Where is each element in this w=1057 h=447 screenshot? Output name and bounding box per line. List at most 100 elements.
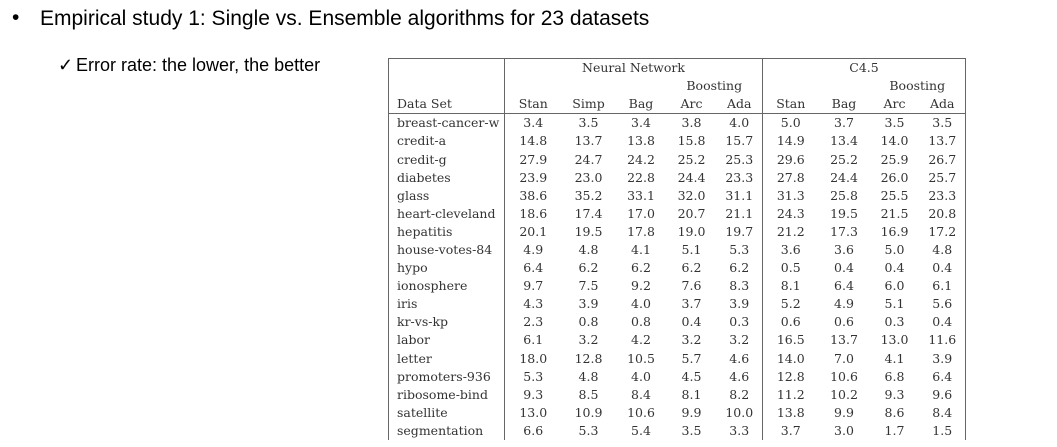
- c45-error-cell: 3.5: [884, 115, 905, 131]
- nn-error-cell: 13.8: [627, 133, 655, 149]
- nn-error-cell: 8.1: [681, 386, 702, 402]
- bullet-icon: •: [12, 6, 20, 29]
- nn-error-cell: 3.2: [681, 332, 702, 348]
- c45-error-cell: 27.8: [762, 168, 819, 187]
- sub-point: Error rate: the lower, the better: [76, 55, 321, 75]
- nn-error-cell: 12.8: [574, 350, 603, 366]
- c45-error-cell: 5.6: [932, 296, 953, 312]
- nn-error-cell: 9.2: [631, 278, 651, 294]
- column-header-nn-arc: Arc: [666, 95, 717, 115]
- c45-error-cell: 5.0: [762, 113, 819, 133]
- dataset-name: house-votes-84: [397, 241, 493, 257]
- nn-error-cell: 17.0: [627, 205, 655, 221]
- nn-error-cell: 20.1: [504, 222, 562, 241]
- nn-error-cell: 0.4: [681, 314, 702, 330]
- nn-error-cell: 18.6: [504, 204, 562, 223]
- c45-error-cell: 0.4: [932, 260, 953, 276]
- c45-error-cell: 26.7: [928, 151, 957, 167]
- nn-error-cell: 31.1: [725, 187, 754, 203]
- c45-error-cell: 0.4: [884, 260, 905, 276]
- c45-error-cell: 24.3: [762, 204, 819, 223]
- c45-error-cell: 4.1: [884, 350, 905, 366]
- nn-error-cell: 4.5: [681, 368, 702, 384]
- nn-error-cell: 8.5: [578, 386, 599, 402]
- c45-error-cell: 23.3: [928, 187, 957, 203]
- c45-error-cell: 0.4: [834, 260, 854, 276]
- nn-error-cell: 0.8: [631, 314, 651, 330]
- table-row: hypo 6.4 6.2 6.2 6.2 6.2 0.5 0.4 0.4 0.4: [389, 259, 966, 278]
- nn-error-cell: 33.1: [627, 187, 655, 203]
- table-row: letter 18.0 12.8 10.5 5.7 4.6 14.0 7.0 4.1 3.9: [389, 349, 966, 368]
- dataset-name: credit-g: [397, 151, 447, 167]
- nn-error-cell: 19.7: [725, 223, 754, 239]
- dataset-name: labor: [397, 332, 430, 348]
- nn-error-cell: 18.0: [504, 349, 562, 368]
- nn-error-cell: 6.6: [504, 421, 562, 440]
- nn-error-cell: 4.0: [631, 368, 651, 384]
- dataset-name: letter: [397, 350, 432, 366]
- c45-error-cell: 0.4: [932, 314, 953, 330]
- nn-error-cell: 13.0: [504, 403, 562, 422]
- c45-error-cell: 25.5: [880, 187, 909, 203]
- dataset-name: credit-a: [397, 133, 447, 149]
- c45-error-cell: 6.0: [884, 278, 905, 294]
- c45-error-cell: 17.3: [830, 223, 858, 239]
- c45-error-cell: 11.6: [928, 332, 957, 348]
- table-row: heart-cleveland 18.6 17.4 17.0 20.7 21.1 24.3 1…: [389, 204, 966, 223]
- nn-error-cell: 17.8: [627, 223, 655, 239]
- c45-error-cell: 26.0: [880, 169, 909, 185]
- nn-error-cell: 4.8: [578, 368, 599, 384]
- nn-error-cell: 4.9: [504, 240, 562, 260]
- nn-error-cell: 32.0: [677, 187, 706, 203]
- group-header-neural-network: Neural Network: [504, 58, 763, 78]
- nn-error-cell: 3.4: [631, 115, 651, 131]
- checkmark-icon: ✓: [58, 55, 74, 75]
- c45-error-cell: 6.1: [932, 278, 953, 294]
- nn-error-cell: 3.4: [504, 113, 562, 133]
- slide-title: Empirical study 1: Single vs. Ensemble a…: [40, 7, 650, 30]
- nn-error-cell: 5.4: [631, 422, 651, 438]
- nn-error-cell: 7.6: [681, 278, 702, 294]
- nn-error-cell: 8.4: [631, 386, 651, 402]
- nn-error-cell: 6.4: [504, 259, 562, 278]
- c45-error-cell: 0.3: [884, 314, 905, 330]
- c45-error-cell: 3.0: [834, 422, 854, 438]
- nn-error-cell: 23.0: [574, 169, 603, 185]
- table-row: diabetes 23.9 23.0 22.8 24.4 23.3 27.8 24.4 26.0…: [389, 168, 966, 187]
- c45-error-cell: 5.0: [884, 241, 905, 257]
- c45-error-cell: 3.7: [834, 115, 854, 131]
- c45-error-cell: 0.6: [762, 313, 819, 332]
- header-spacer: [389, 77, 505, 95]
- c45-error-cell: 9.3: [884, 386, 905, 402]
- table-row: ionosphere 9.7 7.5 9.2 7.6 8.3 8.1 6.4 6.0 6.1: [389, 277, 966, 296]
- nn-error-cell: 19.5: [574, 223, 603, 239]
- c45-error-cell: 13.0: [880, 332, 909, 348]
- nn-error-cell: 10.9: [574, 404, 603, 420]
- nn-error-cell: 22.8: [627, 169, 655, 185]
- c45-error-cell: 16.9: [880, 223, 909, 239]
- nn-error-cell: 8.3: [729, 278, 750, 294]
- nn-error-cell: 3.7: [681, 296, 702, 312]
- table-row: kr-vs-kp 2.3 0.8 0.8 0.4 0.3 0.6 0.6 0.3 0.4: [389, 313, 966, 332]
- c45-error-cell: 25.9: [880, 151, 909, 167]
- nn-error-cell: 10.5: [627, 350, 655, 366]
- nn-error-cell: 21.1: [725, 205, 754, 221]
- nn-error-cell: 35.2: [574, 187, 603, 203]
- group-header-c45: C4.5: [762, 58, 966, 78]
- dataset-name: iris: [397, 296, 418, 312]
- table-row: house-votes-84 4.9 4.8 4.1 5.1 5.3 3.6 3.6 5.0 4.…: [389, 240, 966, 260]
- c45-error-cell: 14.9: [762, 132, 819, 151]
- nn-error-cell: 3.9: [729, 296, 750, 312]
- dataset-name: satellite: [397, 404, 448, 420]
- c45-error-cell: 10.2: [830, 386, 858, 402]
- nn-error-cell: 3.2: [578, 332, 599, 348]
- nn-error-cell: 3.5: [578, 115, 599, 131]
- c45-error-cell: 1.5: [932, 422, 953, 438]
- nn-error-cell: 3.8: [681, 115, 702, 131]
- table-row: segmentation 6.6 5.3 5.4 3.5 3.3 3.7 3.0 1.7 1.5: [389, 421, 966, 440]
- c45-error-cell: 6.8: [884, 368, 905, 384]
- nn-error-cell: 15.8: [677, 133, 706, 149]
- error-rate-table: Neural Network C4.5 Boosting Boosting Da…: [388, 58, 966, 440]
- nn-error-cell: 5.3: [504, 367, 562, 386]
- c45-error-cell: 13.8: [762, 403, 819, 422]
